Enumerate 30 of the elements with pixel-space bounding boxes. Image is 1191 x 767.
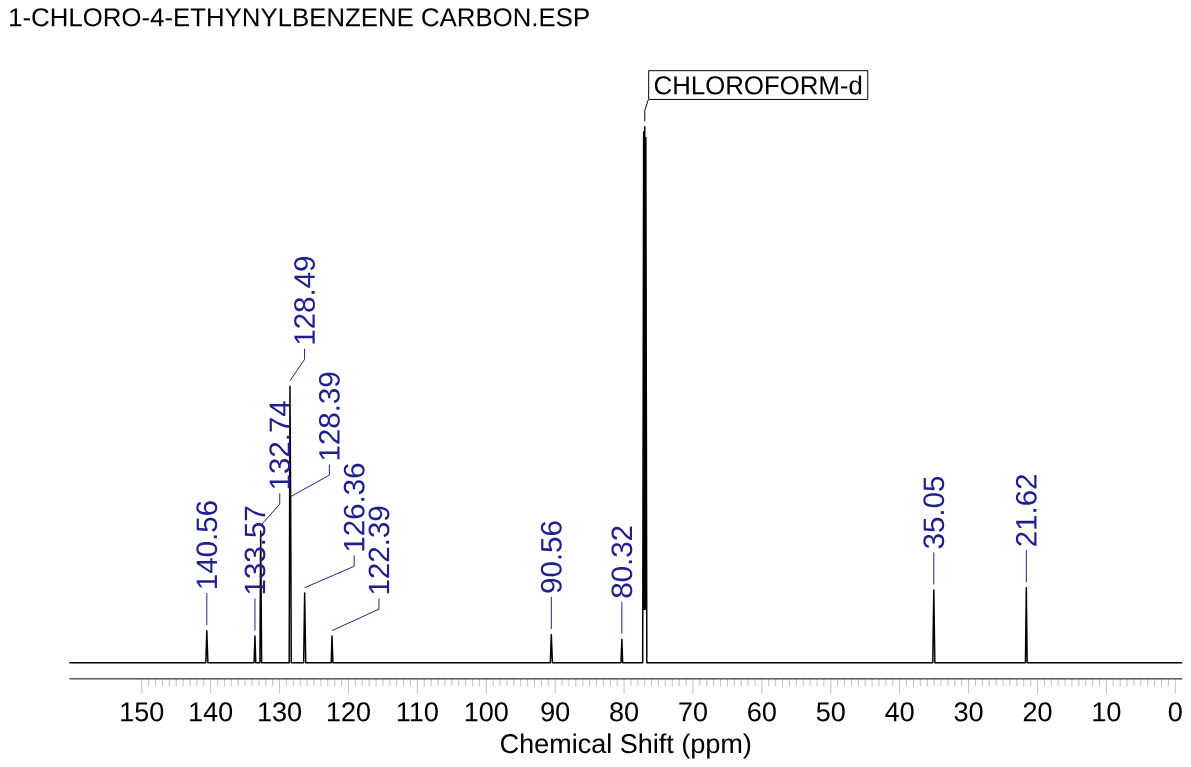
x-tick-label: 70 [679, 702, 707, 722]
annotation: 128.39 [318, 372, 340, 460]
x-tick-label: 100 [465, 702, 508, 722]
x-tick-label: 20 [1023, 702, 1052, 722]
annotation: 21.62 [1015, 475, 1037, 546]
x-tick-label: 130 [259, 702, 302, 722]
x-tick-label: 10 [1093, 702, 1121, 722]
x-tick-label: 110 [397, 702, 438, 722]
x-tick-label: 80 [610, 702, 639, 722]
x-tick-label: 0 [1168, 702, 1182, 722]
x-axis-title: Chemical Shift (ppm) [501, 733, 751, 759]
chart-title: 1-CHLORO-4-ETHYNYLBENZENE CARBON.ESP [10, 8, 589, 27]
annotation: 133.57 [244, 506, 266, 594]
x-tick-label: 90 [541, 702, 570, 722]
annotation: 128.49 [294, 257, 315, 344]
annotation: 132.74 [269, 401, 291, 489]
annotation: CHLOROFORM-d [654, 75, 862, 95]
x-tick-label: 120 [327, 702, 370, 722]
x-tick-label: 60 [748, 702, 776, 722]
x-tick-label: 150 [121, 702, 164, 722]
annotation: 140.56 [196, 501, 218, 589]
x-tick-label: 50 [816, 702, 845, 722]
annotation: 80.32 [611, 526, 633, 598]
annotation: 90.56 [540, 521, 562, 593]
annotation: 122.39 [368, 506, 390, 594]
annotation: 35.05 [923, 477, 945, 549]
x-tick-label: 30 [954, 702, 983, 722]
x-tick-label: 40 [885, 702, 914, 722]
annotation: 126.36 [343, 463, 365, 551]
x-tick-label: 140 [190, 702, 233, 722]
